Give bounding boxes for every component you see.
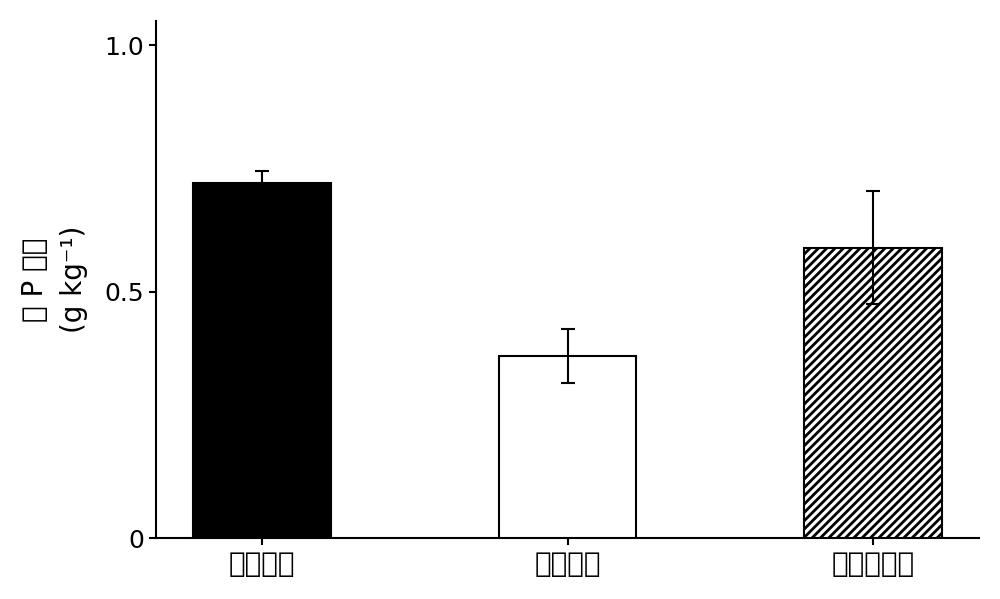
Bar <box>499 356 636 539</box>
Bar <box>804 247 942 539</box>
Bar <box>193 183 331 539</box>
Y-axis label: 总 P 含量
(g kg⁻¹): 总 P 含量 (g kg⁻¹) <box>21 226 88 333</box>
